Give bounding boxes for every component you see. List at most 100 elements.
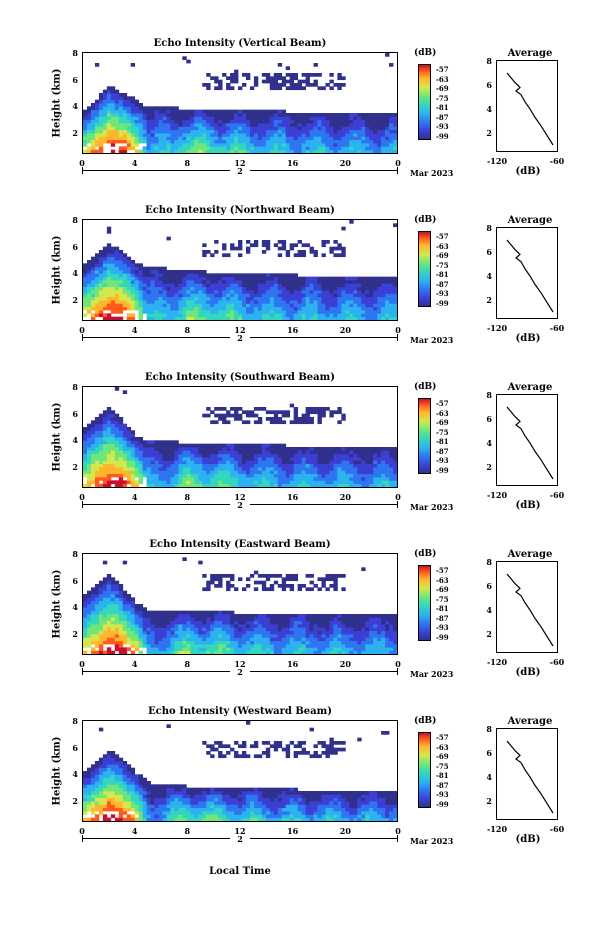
heatmap-cell	[245, 457, 251, 461]
heatmap-cell	[83, 450, 88, 455]
heatmap-cell	[158, 286, 163, 291]
heatmap-cell	[277, 574, 283, 578]
heatmap-cell	[269, 303, 275, 308]
heatmap-cell	[385, 480, 390, 485]
profile-y-tick-label: 6	[486, 247, 492, 257]
heatmap-cell	[281, 587, 287, 592]
heatmap-cell	[206, 83, 211, 87]
heatmap-cell	[345, 116, 350, 121]
heatmap-cell	[245, 146, 251, 151]
heatmap-cell	[170, 457, 175, 461]
heatmap-cell	[118, 600, 124, 605]
heatmap-cell	[110, 597, 116, 602]
heatmap-cell	[226, 83, 231, 87]
heatmap-cell	[202, 460, 207, 465]
heatmap-cell	[297, 133, 302, 137]
heatmap-cell	[301, 149, 306, 153]
heatmap-cell	[134, 644, 140, 648]
heatmap-cell	[389, 637, 394, 642]
heatmap-cell	[333, 116, 338, 121]
heatmap-cell	[385, 119, 390, 124]
heatmap-cell	[83, 113, 88, 117]
heatmap-cell	[337, 637, 342, 642]
heatmap-cell	[86, 767, 92, 772]
profile-plot	[496, 561, 558, 653]
heatmap-cell	[222, 313, 227, 318]
heatmap-cell	[333, 637, 338, 642]
heatmap-cell	[170, 440, 175, 445]
heatmap-cell	[90, 620, 96, 625]
heatmap-cell	[122, 253, 128, 258]
heatmap-cell	[162, 123, 167, 127]
heatmap-cell	[86, 136, 92, 141]
heatmap-cell	[134, 460, 140, 465]
heatmap-cell	[210, 149, 215, 153]
heatmap-cell	[158, 650, 163, 654]
heatmap-cell	[305, 83, 310, 87]
heatmap-cell	[226, 133, 231, 137]
heatmap-cell	[122, 447, 128, 451]
heatmap-cell	[238, 129, 243, 134]
heatmap-cell	[377, 483, 382, 487]
heatmap-cell	[321, 146, 326, 151]
heatmap-cell	[349, 447, 354, 451]
heatmap-cell	[214, 647, 219, 652]
heatmap-cell	[106, 483, 112, 487]
heatmap-cell	[170, 290, 175, 294]
heatmap-cell	[230, 313, 235, 318]
heatmap-cell	[234, 453, 239, 458]
heatmap-cell	[178, 109, 183, 114]
heatmap-cell	[281, 413, 287, 418]
heatmap-cell	[257, 149, 263, 153]
heatmap-cell	[150, 146, 155, 151]
heatmap-cell	[257, 126, 263, 131]
heatmap-cell	[305, 483, 310, 487]
heatmap-cell	[353, 647, 358, 652]
heatmap-cell	[353, 624, 358, 628]
heatmap-cell	[293, 483, 299, 487]
heatmap-cell	[289, 79, 295, 84]
heatmap-cell	[194, 143, 199, 147]
heatmap-cell	[325, 457, 330, 461]
heatmap-cell	[90, 811, 96, 815]
heatmap-cell	[277, 410, 283, 415]
heatmap-cell	[277, 624, 283, 628]
heatmap-cell	[273, 86, 279, 91]
heatmap-cell	[150, 116, 155, 121]
heatmap-cell	[289, 627, 295, 632]
heatmap-cell	[241, 634, 247, 638]
heatmap-cell	[261, 123, 267, 127]
heatmap-cell	[146, 116, 151, 121]
heatmap-cell	[305, 316, 310, 320]
heatmap-cell	[86, 630, 92, 635]
heatmap-cell	[234, 483, 239, 487]
heatmap-cell	[206, 647, 211, 652]
heatmap-cell	[138, 266, 144, 271]
colorbar-tick-label: -69	[436, 84, 449, 93]
heatmap-cell	[261, 637, 267, 642]
panel-title: Echo Intensity (Northward Beam)	[145, 205, 335, 216]
heatmap-cell	[253, 283, 259, 288]
heatmap-cell	[325, 119, 330, 124]
heatmap-cell	[182, 293, 187, 298]
heatmap-cell	[122, 296, 128, 301]
heatmap-cell	[142, 463, 147, 468]
heatmap-cell	[257, 614, 263, 618]
heatmap-cell	[365, 470, 370, 475]
heatmap-cell	[222, 136, 227, 141]
heatmap-cell	[166, 139, 171, 144]
heatmap-cell	[238, 457, 243, 461]
heatmap-cell	[102, 610, 108, 615]
heatmap-cell	[357, 310, 362, 314]
heatmap-cell	[166, 116, 171, 121]
heatmap-cell	[245, 149, 251, 153]
heatmap-cell	[317, 113, 322, 117]
heatmap-cell	[222, 149, 227, 153]
heatmap-cell	[321, 143, 326, 147]
heatmap-cell	[353, 470, 358, 475]
heatmap-cell	[301, 79, 306, 84]
heatmap-cell	[369, 139, 374, 144]
heatmap-cell	[170, 126, 175, 131]
heatmap-cell	[114, 427, 120, 431]
heatmap-cell	[253, 286, 259, 291]
